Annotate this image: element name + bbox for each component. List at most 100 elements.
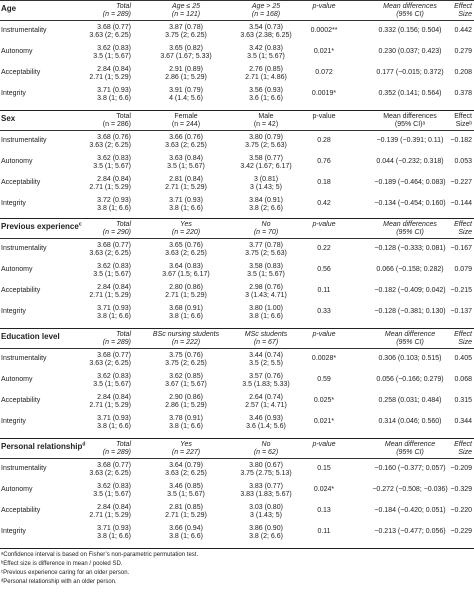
mean-difference-cell: −0.182 (−0.409; 0.042) [374,287,446,294]
data-cell: 3.78 (0.91) [169,415,203,422]
data-cell: 3.66 (0.76) [169,134,203,141]
mean-difference-cell: −0.128 (−0.381; 0.130) [374,308,446,315]
column-header: MSc students [244,331,288,338]
data-cell: 3.8 (1; 6.6) [97,423,131,430]
mean-difference-cell: 0.314 (0.046; 0.560) [378,418,442,425]
column-header: Total [116,331,131,338]
data-cell: 3.80 (0.67) [249,462,283,469]
column-header-sub: (n = 289) [102,449,131,456]
column-header: p-value [312,3,336,10]
column-header: Effect [454,221,472,228]
column-header: Yes [180,441,192,448]
data-cell: 3.63 (2; 6.25) [89,142,131,149]
row-label: Autonomy [1,158,33,165]
column-header-sub: (n = 244) [171,121,201,128]
data-cell: 3.8 (1; 6.6) [97,95,131,102]
column-header: Mean differences [383,221,437,228]
data-cell: 3.8 (1; 6.6) [169,205,203,212]
data-cell: 3.5 (1; 5.67) [167,163,205,170]
effect-size-cell: 0.279 [454,48,472,55]
mean-difference-cell: −0.128 (−0.333; 0.081) [374,245,446,252]
data-cell: 3 (1.43; 5) [250,184,282,191]
row-label: Autonomy [1,486,33,493]
data-cell: 3.75 (2; 5.63) [245,142,287,149]
data-cell: 3.03 (0.80) [249,504,283,511]
column-header-sub: (n = 62) [253,449,279,456]
data-cell: 3.68 (0.77) [97,352,131,359]
data-cell: 2.71 (1; 5.29) [165,512,207,519]
data-cell: 3.42 (1.67; 6.17) [240,163,292,170]
column-header-sub: (n = 289) [102,11,131,18]
column-header: Age > 25 [251,3,281,10]
data-cell: 2.81 (0.85) [169,504,203,511]
column-header: p-value [312,331,336,338]
table-rule [0,0,474,1]
row-label: Instrumentality [1,27,47,34]
table-rule [0,458,474,459]
effect-size-cell: 0.208 [454,69,472,76]
data-cell: 3.75 (2; 6.25) [165,32,207,39]
data-cell: 3.80 (1.00) [249,305,283,312]
data-cell: 3.58 (0.83) [249,263,283,270]
row-label: Acceptability [1,507,41,514]
data-cell: 3.54 (0.73) [249,24,283,31]
data-cell: 3.5 (1; 5.67) [167,491,205,498]
p-value-cell: 0.22 [317,245,331,252]
effect-size-cell: 0.315 [454,397,472,404]
footnote-marker: d [82,441,86,448]
mean-difference-cell: 0.258 (0.031; 0.484) [378,397,442,404]
row-label: Integrity [1,528,26,535]
data-cell: 3.5 (1; 5.67) [93,53,131,60]
effect-size-cell: −0.220 [450,507,472,514]
p-value-cell: 0.28 [317,137,331,144]
p-value-cell: 0.33 [317,308,331,315]
table-rule [0,238,474,239]
effect-size-cell: −0.137 [450,308,472,315]
row-label: Autonomy [1,266,33,273]
section-title: Age [1,4,17,13]
data-cell: 3.67 (1; 5.67) [165,381,207,388]
p-value-cell: 0.18 [317,179,331,186]
data-cell: 3.44 (0.74) [249,352,283,359]
data-cell: 3.8 (1; 6.6) [169,533,203,540]
p-value-cell: 0.56 [317,266,331,273]
p-value-cell: 0.021* [313,418,335,425]
data-cell: 3.46 (0.85) [169,483,203,490]
table-rule [0,218,474,219]
column-header-sub: Size [458,229,472,236]
data-cell: 2.84 (0.84) [97,176,131,183]
column-header: Mean difference [384,331,436,338]
data-cell: 3.63 (0.84) [169,155,203,162]
section-title: Previous experiencec [1,221,82,231]
footnote: ᵃConfidence interval is based on Fisher’… [1,552,199,558]
data-cell: 3.8 (1; 6.6) [97,205,131,212]
mean-difference-cell: −0.184 (−0.420; 0.051) [374,507,446,514]
column-header: Age ≤ 25 [172,3,200,10]
data-cell: 2.71 (1; 5.29) [89,184,131,191]
mean-difference-cell: 0.066 (−0.158; 0.282) [376,266,444,273]
data-cell: 3.83 (1.83; 5.67) [240,491,292,498]
effect-size-cell: −0.229 [450,528,472,535]
effect-size-cell: −0.215 [450,287,472,294]
column-header: No [261,221,271,228]
data-cell: 3.5 (1; 5.67) [93,381,131,388]
row-label: Acceptability [1,287,41,294]
data-cell: 3.71 (0.93) [97,87,131,94]
section-title: Education level [1,332,60,341]
column-header-sub: (95% CI) [396,11,424,18]
p-value-cell: 0.11 [317,528,331,535]
mean-difference-cell: −0.213 (−0.477; 0.056) [374,528,446,535]
mean-difference-cell: −0.139 (−0.391; 0.11) [376,137,444,144]
data-cell: 3.64 (0.83) [169,263,203,270]
effect-size-cell: 0.344 [454,418,472,425]
column-header: Mean differences [383,3,437,10]
data-cell: 3.80 (0.79) [249,134,283,141]
data-cell: 3.6 (1; 6.6) [249,95,283,102]
column-header-sub: (95% CI) [396,229,424,236]
mean-difference-cell: 0.352 (0.141; 0.564) [378,90,442,97]
data-cell: 3.68 (0.77) [97,24,131,31]
column-header-sub: (n = 227) [171,449,201,456]
row-label: Instrumentality [1,465,47,472]
column-header: p-value [312,221,336,228]
